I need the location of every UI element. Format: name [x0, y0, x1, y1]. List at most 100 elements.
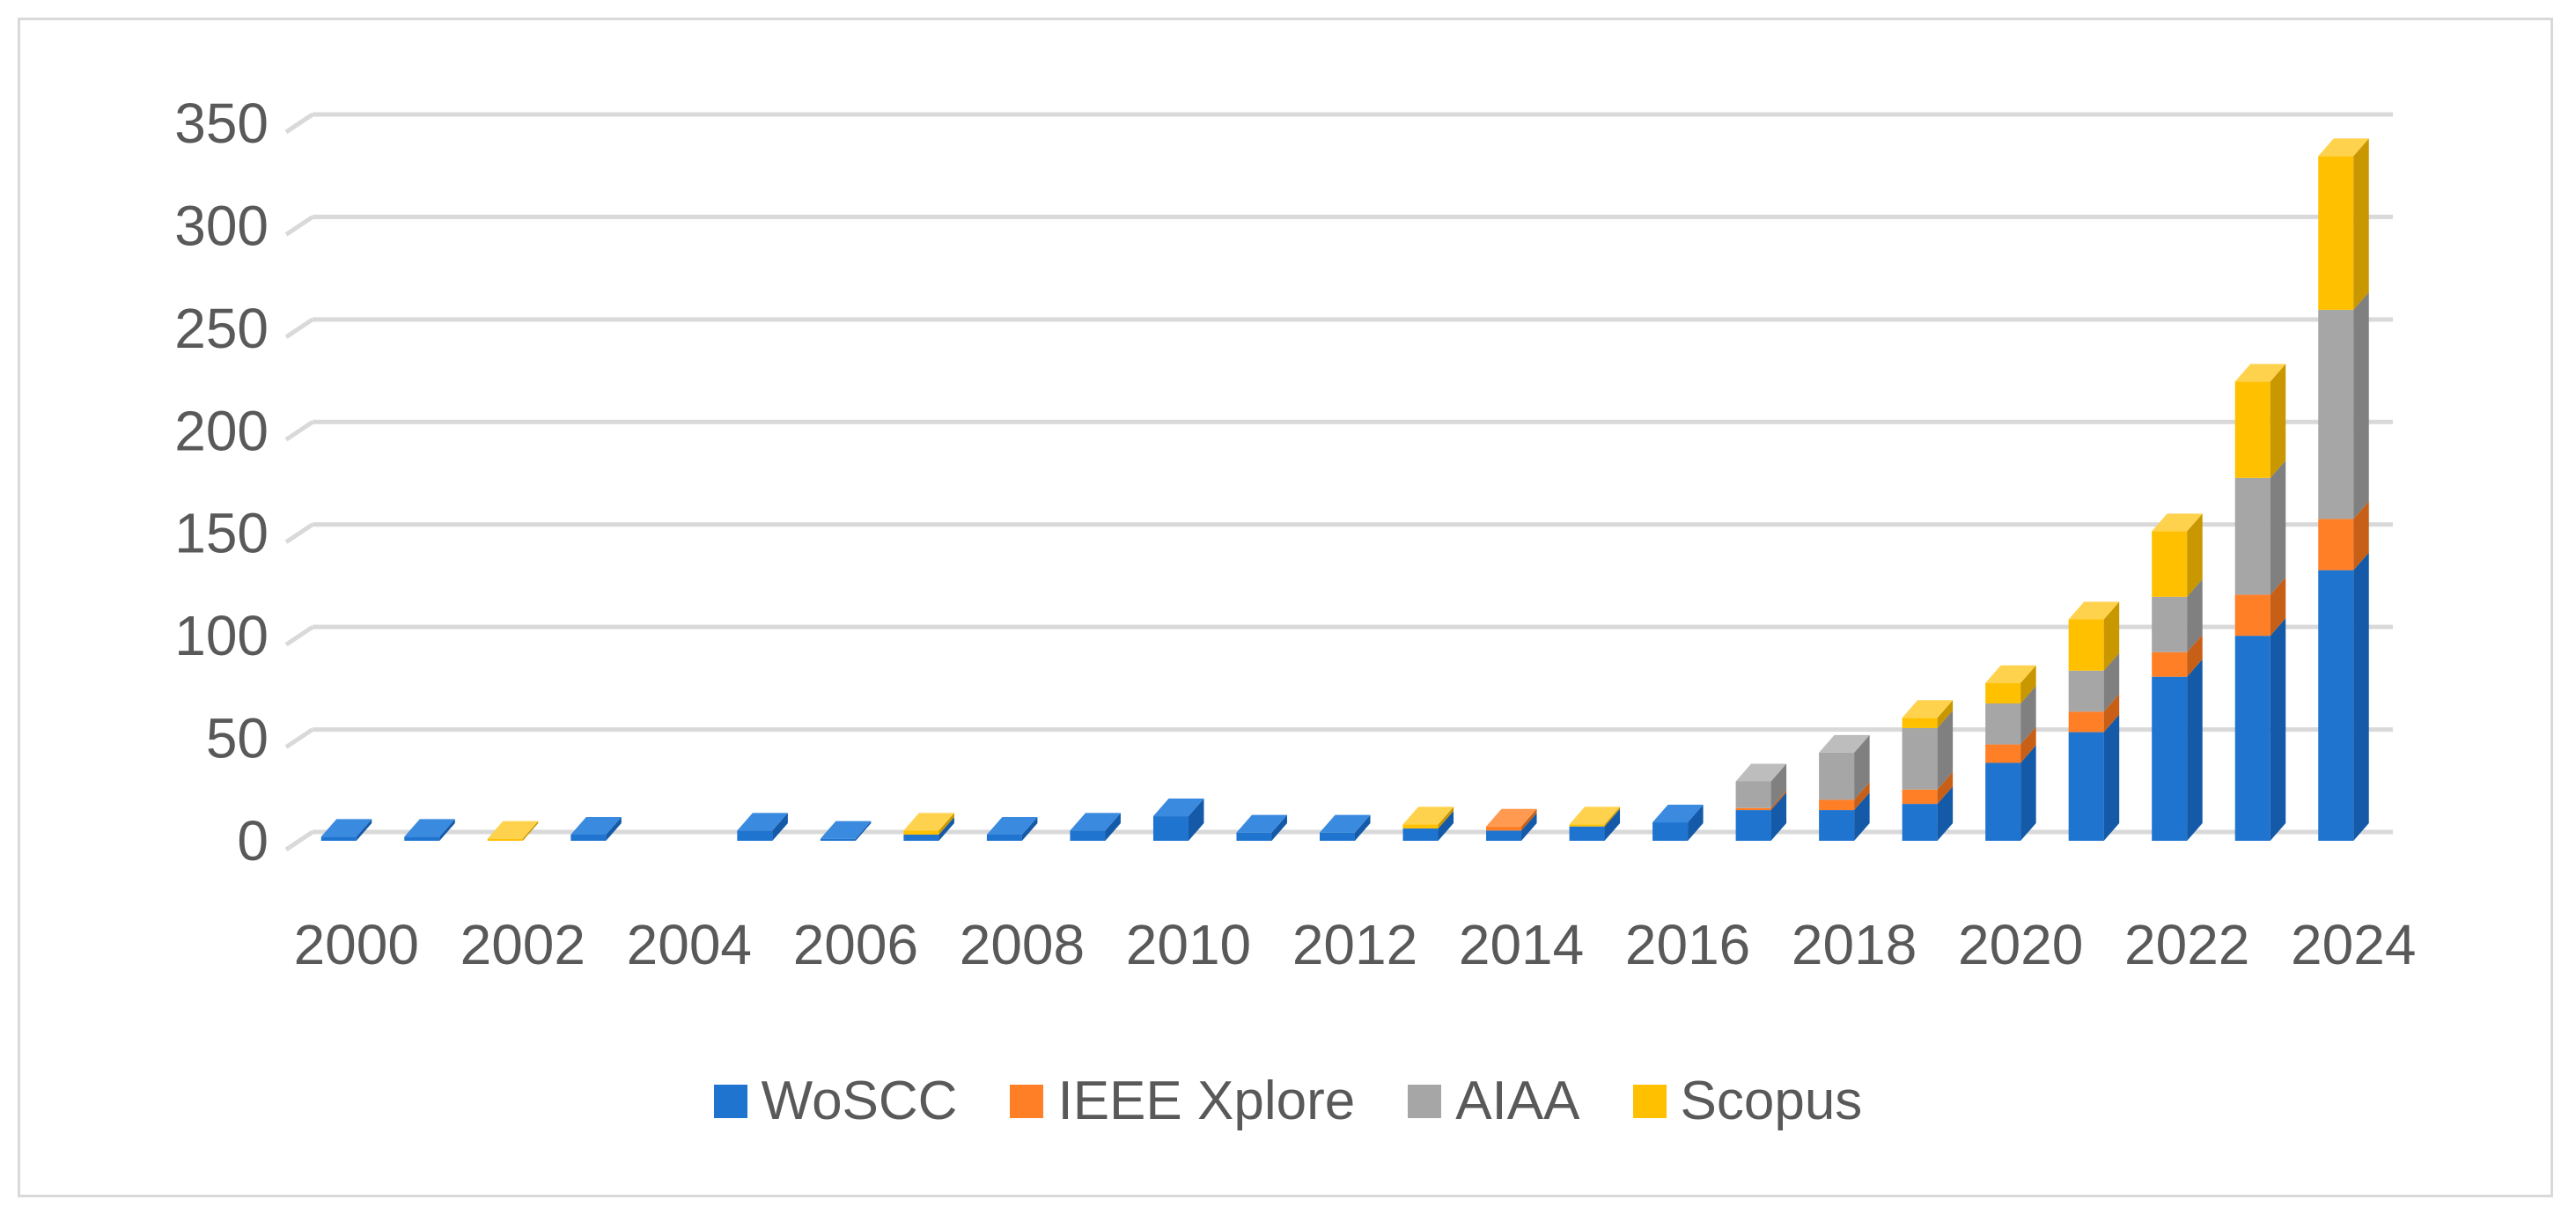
bar-woscc-2008	[986, 835, 1022, 841]
bar-side-ieee-xplore-2019	[1937, 771, 1954, 805]
bar-side-woscc-2006	[855, 821, 872, 841]
bar-ieee-xplore-2018	[1819, 799, 1855, 811]
bar-group-2021	[2068, 601, 2120, 841]
bar-woscc-2009	[1070, 830, 1106, 841]
bar-top-woscc-2003	[570, 817, 622, 836]
bar-scopus-2007	[903, 830, 939, 836]
bars	[320, 138, 2369, 841]
bar-side-aiaa-2020	[2020, 685, 2036, 745]
bar-side-aiaa-2022	[2187, 578, 2203, 652]
gridline-diag	[284, 829, 314, 852]
bar-side-scopus-2020	[2020, 665, 2036, 703]
bar-group-2008	[986, 817, 1038, 841]
bar-side-woscc-2017	[1770, 792, 1787, 841]
bar-scopus-2002	[487, 838, 523, 841]
y-tick-label: 350	[174, 92, 269, 155]
bar-group-2000	[320, 819, 372, 841]
gridline-diag	[284, 215, 314, 237]
y-tick-label: 250	[174, 297, 269, 360]
bar-top-woscc-2000	[320, 819, 372, 837]
legend-label-scopus: Scopus	[1680, 1071, 1863, 1131]
bar-woscc-2022	[2152, 676, 2188, 841]
bar-side-scopus-2023	[2270, 364, 2286, 478]
bar-woscc-2017	[1735, 810, 1771, 841]
legend-item-ieee-xplore: IEEE Xplore	[1010, 1070, 1355, 1132]
y-tick-label: 200	[174, 399, 269, 462]
bar-side-woscc-2003	[606, 817, 622, 841]
x-tick-label: 2000	[294, 913, 419, 976]
bar-group-2022	[2152, 513, 2203, 841]
x-tick-label: 2006	[793, 913, 918, 976]
bar-group-2002	[487, 821, 539, 841]
gridline-diag	[284, 625, 314, 647]
bar-aiaa-2018	[1819, 752, 1855, 800]
x-axis-tick-labels: 2000 2002 2004 2006 2008 2010 2012 2014 2016 2018…	[294, 913, 2417, 976]
bar-top-scopus-2024	[2318, 138, 2369, 157]
bar-side-woscc-2009	[1105, 813, 1121, 841]
bar-group-2017	[1735, 763, 1787, 841]
bar-side-woscc-2010	[1188, 799, 1204, 841]
bar-top-woscc-2012	[1320, 814, 1371, 833]
bar-side-woscc-2023	[2270, 618, 2286, 841]
y-tick-label: 0	[237, 809, 269, 872]
bar-side-scopus-2015	[1604, 806, 1621, 827]
chart-frame	[18, 18, 2553, 1197]
y-tick-label: 150	[174, 502, 269, 565]
bar-aiaa-2024	[2318, 309, 2354, 519]
bar-side-woscc-2015	[1604, 808, 1621, 841]
bar-aiaa-2022	[2152, 596, 2188, 652]
bar-top-woscc-2011	[1236, 814, 1287, 833]
y-tick-label: 100	[174, 604, 269, 667]
bar-top-woscc-2009	[1070, 813, 1121, 831]
bar-group-2016	[1652, 805, 1704, 841]
y-tick-label: 50	[206, 707, 269, 770]
bar-side-scopus-2024	[2353, 138, 2369, 310]
x-tick-label: 2024	[2291, 913, 2416, 976]
bar-ieee-xplore-2020	[1985, 744, 2021, 763]
bar-scopus-2013	[1402, 824, 1439, 829]
bar-side-ieee-xplore-2023	[2270, 577, 2286, 637]
bar-scopus-2021	[2068, 619, 2104, 671]
legend-label-woscc: WoSCC	[761, 1071, 958, 1131]
bar-side-woscc-2014	[1521, 813, 1537, 841]
bar-group-2005	[737, 813, 788, 841]
bar-ieee-xplore-2024	[2318, 519, 2354, 571]
bar-ieee-xplore-2021	[2068, 711, 2104, 732]
bar-side-aiaa-2017	[1770, 763, 1787, 808]
bar-side-woscc-2012	[1355, 814, 1371, 841]
bar-top-ieee-xplore-2014	[1486, 808, 1537, 827]
bar-ieee-xplore-2023	[2234, 594, 2271, 637]
bar-woscc-2021	[2068, 732, 2104, 841]
bar-woscc-2006	[820, 838, 856, 841]
y-tick-label: 300	[174, 194, 269, 257]
bar-group-2001	[404, 819, 455, 841]
bar-top-woscc-2005	[737, 813, 788, 831]
x-tick-label: 2002	[460, 913, 585, 976]
bar-scopus-2019	[1902, 718, 1938, 728]
bar-aiaa-2023	[2234, 477, 2271, 595]
bar-woscc-2024	[2318, 570, 2354, 841]
bar-group-2003	[570, 817, 622, 841]
bar-side-woscc-2018	[1854, 792, 1870, 841]
bar-side-ieee-xplore-2022	[2187, 634, 2203, 677]
gridline-diag	[284, 420, 314, 442]
bar-top-scopus-2002	[487, 821, 539, 839]
bar-aiaa-2017	[1735, 781, 1771, 808]
bar-side-ieee-xplore-2014	[1521, 808, 1537, 831]
x-tick-label: 2008	[960, 913, 1085, 976]
bar-side-ieee-xplore-2017	[1770, 790, 1787, 811]
x-tick-label: 2018	[1792, 913, 1917, 976]
gridline-diag	[284, 317, 314, 339]
legend-swatch-woscc	[713, 1084, 747, 1118]
bar-aiaa-2020	[1985, 703, 2021, 745]
bar-group-2019	[1902, 700, 1954, 841]
bar-side-scopus-2013	[1438, 806, 1454, 829]
bar-ieee-xplore-2014	[1486, 826, 1522, 831]
bar-group-2011	[1236, 814, 1287, 841]
bar-top-scopus-2013	[1402, 806, 1454, 825]
bar-woscc-2005	[737, 830, 773, 841]
bar-group-2015	[1569, 806, 1621, 841]
bar-side-woscc-2024	[2353, 552, 2369, 841]
y-axis-tick-labels: 0 50 100 150 200 250 300 350	[174, 92, 269, 872]
